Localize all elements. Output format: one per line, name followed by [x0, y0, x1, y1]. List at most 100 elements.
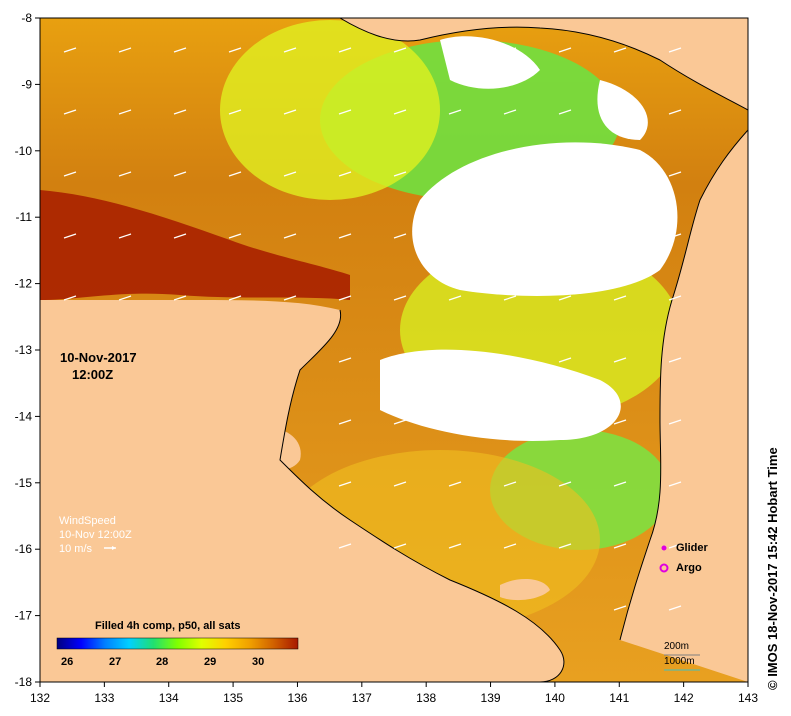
wind-arrow	[338, 109, 352, 115]
wind-arrow	[228, 233, 242, 239]
wind-arrow	[558, 233, 572, 239]
wind-arrow	[173, 47, 187, 53]
wind-arrow	[338, 481, 352, 487]
cloud-area-4	[597, 80, 648, 140]
map-panel	[40, 18, 748, 682]
wind-arrow	[448, 419, 462, 425]
wind-arrow	[448, 543, 462, 549]
wind-arrow	[63, 47, 77, 53]
wind-arrow	[338, 543, 352, 549]
y-tick-label: -9	[21, 77, 32, 91]
y-tick-label: -12	[15, 277, 33, 291]
wind-arrow	[613, 419, 627, 425]
wind-vectors	[63, 47, 682, 611]
coastline-east	[619, 129, 748, 641]
colorbar-tick: 26	[61, 656, 74, 668]
wind-title: WindSpeed	[59, 515, 116, 527]
wind-scale-label: 10 m/s	[59, 543, 93, 555]
wind-arrow	[393, 543, 407, 549]
wind-arrow	[503, 295, 517, 301]
wind-arrow	[668, 419, 682, 425]
coastline	[279, 309, 565, 682]
wind-arrow	[668, 109, 682, 115]
wind-arrow	[173, 233, 187, 239]
wind-arrow	[228, 109, 242, 115]
wind-arrow	[283, 295, 297, 301]
wind-date: 10-Nov 12:00Z	[59, 529, 132, 541]
wind-arrow	[668, 605, 682, 611]
wind-arrow	[283, 233, 297, 239]
colorbar-title: Filled 4h comp, p50, all sats	[95, 620, 241, 632]
x-tick-label: 141	[609, 691, 629, 705]
wind-arrow	[448, 233, 462, 239]
wind-arrow	[613, 357, 627, 363]
x-tick-label: 136	[287, 691, 307, 705]
wind-arrow	[393, 419, 407, 425]
y-tick-label: -14	[15, 409, 33, 423]
colorbar-tick: 27	[109, 656, 122, 668]
wind-arrow	[173, 171, 187, 177]
x-tick-label: 135	[223, 691, 243, 705]
wind-arrow	[668, 357, 682, 363]
wind-arrow	[228, 47, 242, 53]
map-date: 10-Nov-2017	[60, 350, 137, 365]
wind-arrow	[668, 233, 682, 239]
coastline-north	[339, 18, 748, 111]
wind-arrow	[338, 357, 352, 363]
wind-arrow	[118, 233, 132, 239]
legend-argo: Argo	[676, 562, 702, 574]
y-tick-label: -17	[15, 609, 33, 623]
land-cape-york	[620, 130, 748, 682]
wind-arrow	[558, 171, 572, 177]
wind-arrow	[393, 47, 407, 53]
wind-arrow	[173, 295, 187, 301]
glider-marker	[661, 545, 667, 551]
x-axis: 132 133 134 135 136 137 138 139 140 141 142 143	[30, 682, 758, 705]
colorbar-tick: 28	[156, 656, 169, 668]
wind-arrow	[118, 295, 132, 301]
wind-arrow	[503, 543, 517, 549]
wind-arrow	[228, 295, 242, 301]
x-tick-label: 138	[416, 691, 436, 705]
wind-arrow	[63, 171, 77, 177]
wind-arrow	[448, 481, 462, 487]
wind-arrow	[558, 295, 572, 301]
wind-arrow	[613, 47, 627, 53]
wind-arrow	[503, 481, 517, 487]
wind-arrow	[613, 481, 627, 487]
wind-arrow	[118, 109, 132, 115]
colorbar	[56, 637, 299, 650]
wind-arrow	[503, 357, 517, 363]
wind-arrow	[558, 543, 572, 549]
wind-arrow	[613, 295, 627, 301]
wind-arrow	[338, 47, 352, 53]
land-arnhem	[40, 300, 564, 682]
wind-arrow	[503, 233, 517, 239]
sst-warm-band	[40, 190, 350, 300]
cloud-area-3	[440, 36, 540, 89]
map-time: 12:00Z	[72, 367, 114, 382]
y-tick-label: -8	[21, 11, 32, 25]
wind-arrow	[448, 171, 462, 177]
land-mornington	[500, 578, 550, 601]
wind-arrow	[613, 543, 627, 549]
wind-arrow	[613, 109, 627, 115]
y-tick-label: -15	[15, 476, 33, 490]
wind-arrow	[668, 543, 682, 549]
wind-arrow	[338, 233, 352, 239]
colorbar-tick: 30	[252, 656, 265, 668]
wind-arrow	[558, 419, 572, 425]
legend-glider: Glider	[676, 542, 708, 554]
wind-arrow	[393, 295, 407, 301]
wind-arrow	[448, 109, 462, 115]
x-tick-label: 134	[159, 691, 179, 705]
wind-arrow	[668, 481, 682, 487]
wind-arrow	[393, 171, 407, 177]
wind-arrow	[503, 109, 517, 115]
wind-arrow	[63, 109, 77, 115]
wind-arrow	[448, 295, 462, 301]
wind-arrow	[283, 171, 297, 177]
wind-arrow	[118, 47, 132, 53]
wind-arrow	[668, 295, 682, 301]
